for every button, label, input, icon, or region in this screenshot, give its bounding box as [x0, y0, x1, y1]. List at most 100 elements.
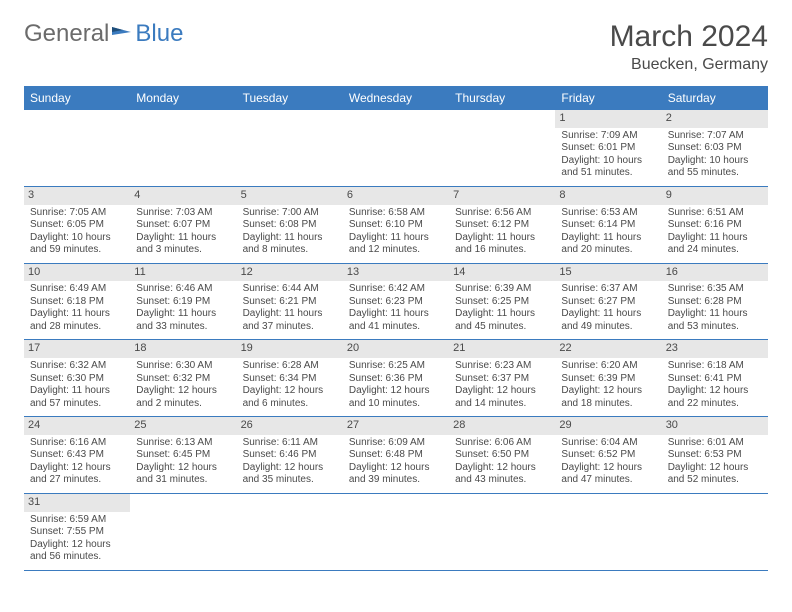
sunset-line: Sunset: 6:37 PM: [455, 373, 549, 386]
dayhead-mon: Monday: [130, 86, 236, 110]
day-number: 17: [24, 340, 130, 358]
daylight-line: and 35 minutes.: [243, 474, 337, 487]
daylight-line: Daylight: 12 hours: [668, 385, 762, 398]
daylight-line: Daylight: 12 hours: [136, 385, 230, 398]
sunset-line: Sunset: 6:19 PM: [136, 296, 230, 309]
day-number: 9: [662, 187, 768, 205]
daylight-line: Daylight: 11 hours: [455, 308, 549, 321]
calendar-cell: .: [449, 110, 555, 186]
calendar-cell: .: [130, 110, 236, 186]
sunset-line: Sunset: 6:32 PM: [136, 373, 230, 386]
calendar-cell: 12Sunrise: 6:44 AMSunset: 6:21 PMDayligh…: [237, 263, 343, 340]
sunrise-line: Sunrise: 6:32 AM: [30, 360, 124, 373]
sunset-line: Sunset: 7:55 PM: [30, 526, 124, 539]
sunrise-line: Sunrise: 6:30 AM: [136, 360, 230, 373]
day-number: 15: [555, 264, 661, 282]
daylight-line: Daylight: 11 hours: [561, 232, 655, 245]
daylight-line: and 51 minutes.: [561, 167, 655, 180]
location-label: Buecken, Germany: [610, 56, 768, 74]
daylight-line: Daylight: 11 hours: [561, 308, 655, 321]
calendar-cell: 15Sunrise: 6:37 AMSunset: 6:27 PMDayligh…: [555, 263, 661, 340]
daylight-line: and 57 minutes.: [30, 398, 124, 411]
daylight-line: and 53 minutes.: [668, 321, 762, 334]
month-title: March 2024: [610, 20, 768, 54]
sunset-line: Sunset: 6:39 PM: [561, 373, 655, 386]
calendar-cell: .: [343, 493, 449, 570]
daylight-line: and 56 minutes.: [30, 551, 124, 564]
sunrise-line: Sunrise: 6:20 AM: [561, 360, 655, 373]
sunrise-line: Sunrise: 7:07 AM: [668, 130, 762, 143]
daylight-line: and 8 minutes.: [243, 244, 337, 257]
day-number: 8: [555, 187, 661, 205]
sunset-line: Sunset: 6:21 PM: [243, 296, 337, 309]
sunrise-line: Sunrise: 6:01 AM: [668, 437, 762, 450]
sunrise-line: Sunrise: 6:51 AM: [668, 207, 762, 220]
daylight-line: Daylight: 11 hours: [136, 308, 230, 321]
daylight-line: and 45 minutes.: [455, 321, 549, 334]
daylight-line: Daylight: 12 hours: [349, 385, 443, 398]
calendar-cell: 5Sunrise: 7:00 AMSunset: 6:08 PMDaylight…: [237, 186, 343, 263]
calendar-cell: 7Sunrise: 6:56 AMSunset: 6:12 PMDaylight…: [449, 186, 555, 263]
day-number: 16: [662, 264, 768, 282]
daylight-line: and 31 minutes.: [136, 474, 230, 487]
day-number: 18: [130, 340, 236, 358]
sunrise-line: Sunrise: 6:35 AM: [668, 283, 762, 296]
sunset-line: Sunset: 6:25 PM: [455, 296, 549, 309]
sunrise-line: Sunrise: 6:18 AM: [668, 360, 762, 373]
daylight-line: and 2 minutes.: [136, 398, 230, 411]
calendar-table: Sunday Monday Tuesday Wednesday Thursday…: [24, 86, 768, 571]
calendar-cell: 13Sunrise: 6:42 AMSunset: 6:23 PMDayligh…: [343, 263, 449, 340]
daylight-line: and 27 minutes.: [30, 474, 124, 487]
daylight-line: Daylight: 12 hours: [561, 462, 655, 475]
calendar-cell: .: [237, 493, 343, 570]
calendar-cell: .: [343, 110, 449, 186]
week-row: 17Sunrise: 6:32 AMSunset: 6:30 PMDayligh…: [24, 340, 768, 417]
sunset-line: Sunset: 6:48 PM: [349, 449, 443, 462]
week-row: 10Sunrise: 6:49 AMSunset: 6:18 PM Dayligh…: [24, 263, 768, 340]
calendar-cell: 10Sunrise: 6:49 AMSunset: 6:18 PMDayligh…: [24, 263, 130, 340]
sunrise-line: Sunrise: 6:53 AM: [561, 207, 655, 220]
daylight-line: and 18 minutes.: [561, 398, 655, 411]
sunrise-line: Sunrise: 6:49 AM: [30, 283, 124, 296]
day-number: 29: [555, 417, 661, 435]
dayhead-fri: Friday: [555, 86, 661, 110]
day-number: 5: [237, 187, 343, 205]
sunrise-line: Sunrise: 6:23 AM: [455, 360, 549, 373]
sunrise-line: Sunrise: 6:44 AM: [243, 283, 337, 296]
sunrise-line: Sunrise: 6:16 AM: [30, 437, 124, 450]
daylight-line: Daylight: 11 hours: [243, 308, 337, 321]
day-number: 21: [449, 340, 555, 358]
calendar-cell: 26Sunrise: 6:11 AMSunset: 6:46 PMDayligh…: [237, 417, 343, 494]
calendar-cell: .: [662, 493, 768, 570]
daylight-line: and 47 minutes.: [561, 474, 655, 487]
day-number: 27: [343, 417, 449, 435]
daylight-line: and 49 minutes.: [561, 321, 655, 334]
calendar-cell: 22Sunrise: 6:20 AMSunset: 6:39 PMDayligh…: [555, 340, 661, 417]
sunset-line: Sunset: 6:03 PM: [668, 142, 762, 155]
daylight-line: Daylight: 12 hours: [243, 385, 337, 398]
calendar-cell: 25Sunrise: 6:13 AMSunset: 6:45 PMDayligh…: [130, 417, 236, 494]
day-number: 12: [237, 264, 343, 282]
daylight-line: and 14 minutes.: [455, 398, 549, 411]
sunrise-line: Sunrise: 6:58 AM: [349, 207, 443, 220]
week-row: 31Sunrise: 6:59 AMSunset: 7:55 PMDayligh…: [24, 493, 768, 570]
sunset-line: Sunset: 6:34 PM: [243, 373, 337, 386]
daylight-line: and 39 minutes.: [349, 474, 443, 487]
sunset-line: Sunset: 6:10 PM: [349, 219, 443, 232]
daylight-line: Daylight: 12 hours: [668, 462, 762, 475]
day-number: 10: [24, 264, 130, 282]
day-number: 3: [24, 187, 130, 205]
calendar-cell: 21Sunrise: 6:23 AMSunset: 6:37 PMDayligh…: [449, 340, 555, 417]
sunset-line: Sunset: 6:18 PM: [30, 296, 124, 309]
sunrise-line: Sunrise: 6:13 AM: [136, 437, 230, 450]
daylight-line: Daylight: 10 hours: [30, 232, 124, 245]
sunset-line: Sunset: 6:27 PM: [561, 296, 655, 309]
header: General Blue March 2024 Buecken, Germany: [24, 20, 768, 74]
daylight-line: Daylight: 11 hours: [30, 385, 124, 398]
daylight-line: and 59 minutes.: [30, 244, 124, 257]
calendar-cell: 30Sunrise: 6:01 AMSunset: 6:53 PMDayligh…: [662, 417, 768, 494]
dayhead-thu: Thursday: [449, 86, 555, 110]
sunset-line: Sunset: 6:08 PM: [243, 219, 337, 232]
logo-flag-icon: [111, 26, 133, 42]
daylight-line: Daylight: 11 hours: [455, 232, 549, 245]
